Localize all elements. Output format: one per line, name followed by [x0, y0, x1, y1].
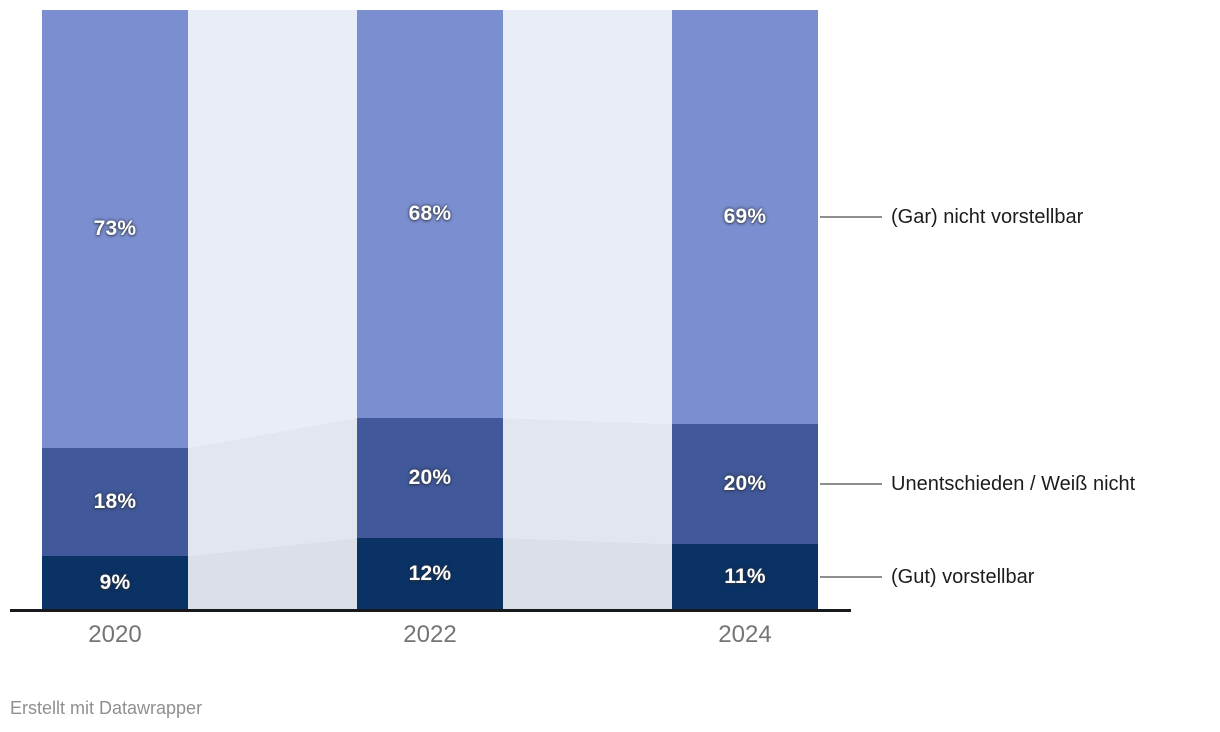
connector-band-gut-vorstellbar	[188, 538, 357, 610]
connector-band-unentschieden	[503, 418, 672, 544]
x-tick-label-2020: 2020	[88, 621, 142, 648]
connector-band-gut-vorstellbar	[503, 538, 672, 610]
credit-line: Erstellt mit Datawrapper	[10, 698, 203, 718]
leader-line	[820, 483, 882, 485]
annotation-label: (Gut) vorstellbar	[891, 565, 1035, 588]
x-tick-label-2024: 2024	[718, 621, 772, 648]
leader-line	[820, 216, 882, 218]
series-annotation-unentschieden: Unentschieden / Weiß nicht	[820, 469, 1135, 499]
connector-band-nicht-vorstellbar	[188, 10, 357, 448]
annotation-label: Unentschieden / Weiß nicht	[891, 472, 1136, 495]
annotation-label: (Gar) nicht vorstellbar	[891, 205, 1084, 228]
series-annotation-gut-vorstellbar: (Gut) vorstellbar	[820, 562, 1034, 592]
series-annotation-nicht-vorstellbar: (Gar) nicht vorstellbar	[820, 202, 1083, 232]
x-tick-label-2022: 2022	[403, 621, 457, 648]
leader-line	[820, 576, 882, 578]
x-axis-line	[10, 609, 851, 612]
connector-band-unentschieden	[188, 418, 357, 556]
connector-band-nicht-vorstellbar	[503, 10, 672, 424]
